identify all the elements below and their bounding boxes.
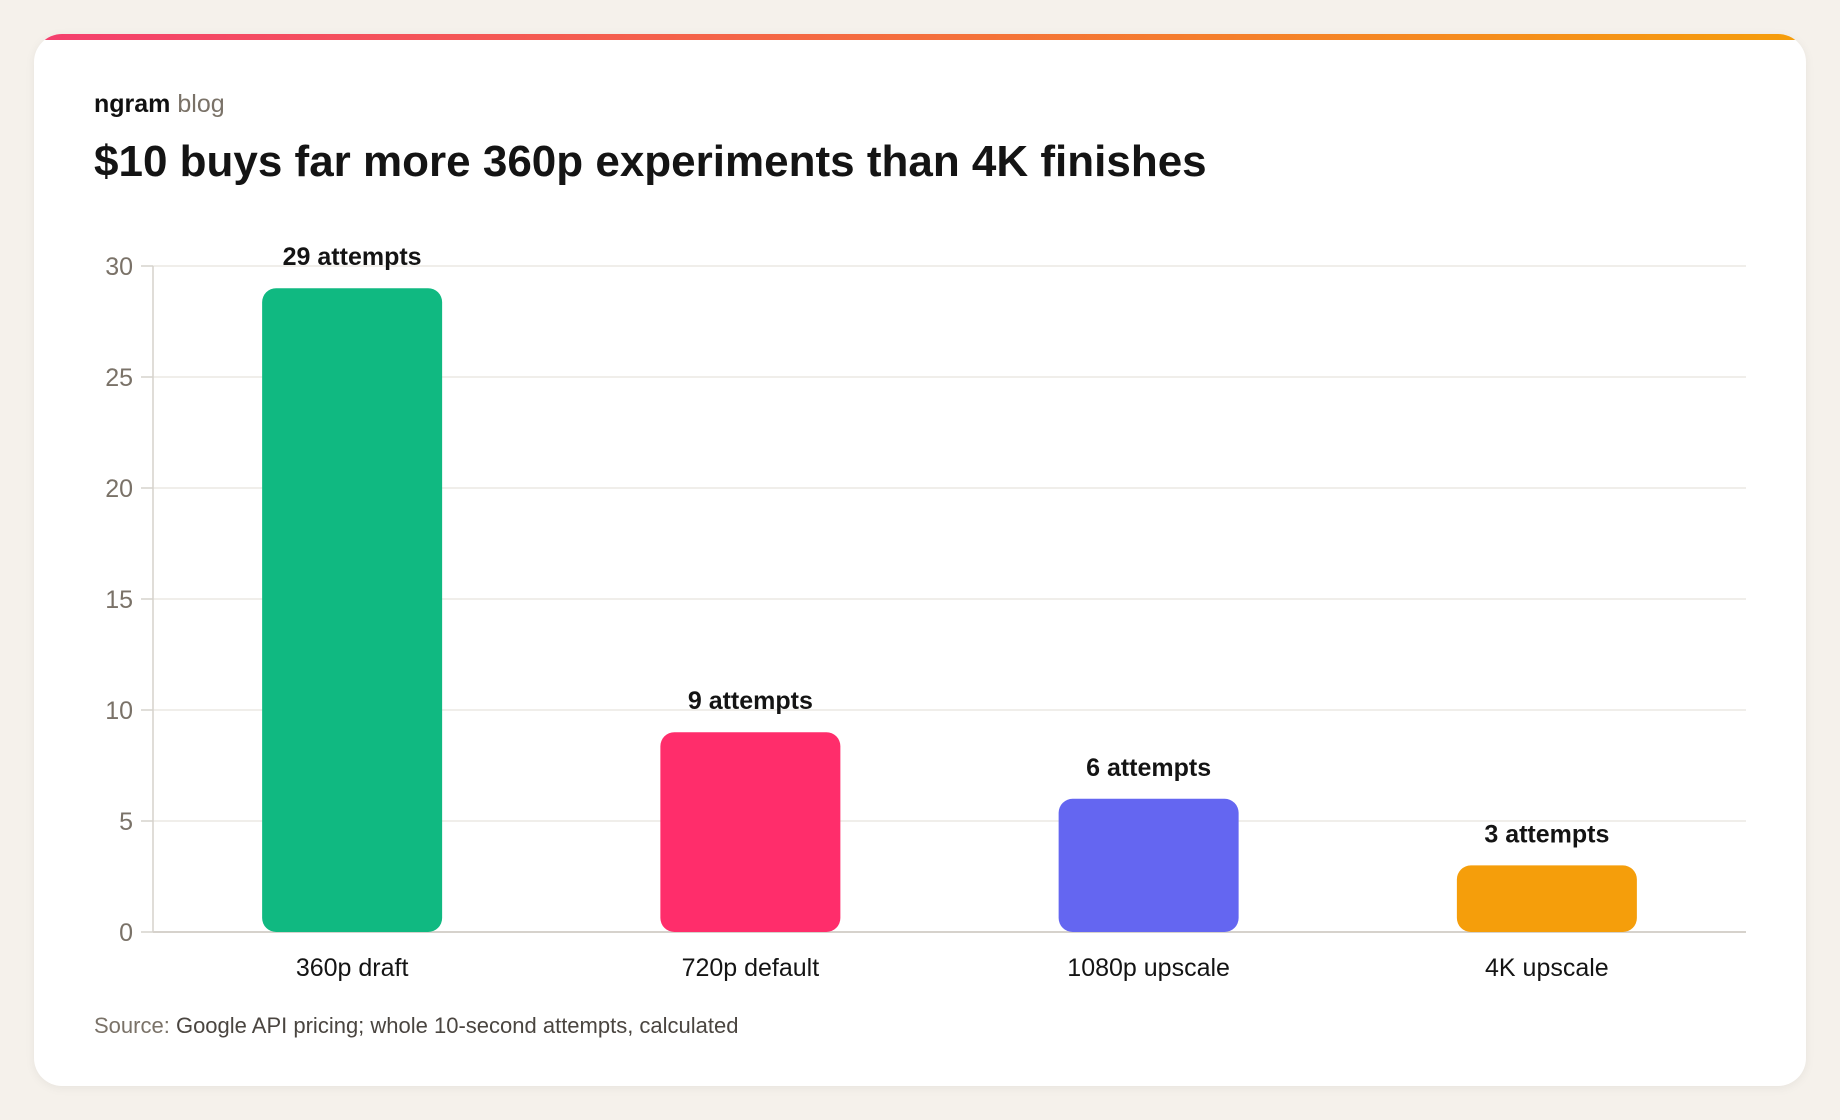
x-tick-label: 4K upscale — [1485, 954, 1609, 982]
chart-card: ngram blog $10 buys far more 360p experi… — [34, 34, 1806, 1086]
source-text: Google API pricing; whole 10-second atte… — [175, 1013, 739, 1038]
data-label: 9 attempts — [688, 687, 813, 715]
x-tick-label: 360p draft — [296, 954, 409, 982]
bar-360p-draft — [262, 288, 443, 932]
brand-sub: blog — [177, 90, 225, 118]
bar-chart: 0 5 10 15 20 25 30 29 attempts 360p draft 9 atte… — [105, 243, 1746, 982]
y-tick-label: 10 — [105, 697, 133, 725]
y-tick-label: 20 — [105, 475, 133, 503]
data-label: 29 attempts — [283, 243, 422, 271]
y-tick-label: 15 — [105, 586, 133, 614]
x-tick-label: 720p default — [682, 954, 820, 982]
source-label: Source: — [94, 1013, 170, 1038]
bar-1080p-upscale — [1058, 798, 1239, 932]
brand-name: ngram — [94, 90, 171, 118]
x-tick-label: 1080p upscale — [1067, 954, 1230, 982]
data-label: 6 attempts — [1086, 754, 1211, 782]
bar-720p-default — [660, 732, 841, 932]
bar-4k-upscale — [1456, 865, 1637, 932]
y-tick-label: 30 — [105, 253, 133, 281]
accent-bar — [34, 34, 1806, 40]
brand: ngram blog — [94, 88, 225, 120]
y-tick-label: 5 — [119, 808, 133, 836]
source-note: Source: Google API pricing; whole 10-sec… — [94, 1012, 739, 1040]
y-tick-label: 25 — [105, 364, 133, 392]
chart-title: $10 buys far more 360p experiments than … — [94, 137, 1207, 186]
y-tick-label: 0 — [119, 919, 133, 947]
data-label: 3 attempts — [1484, 820, 1609, 848]
